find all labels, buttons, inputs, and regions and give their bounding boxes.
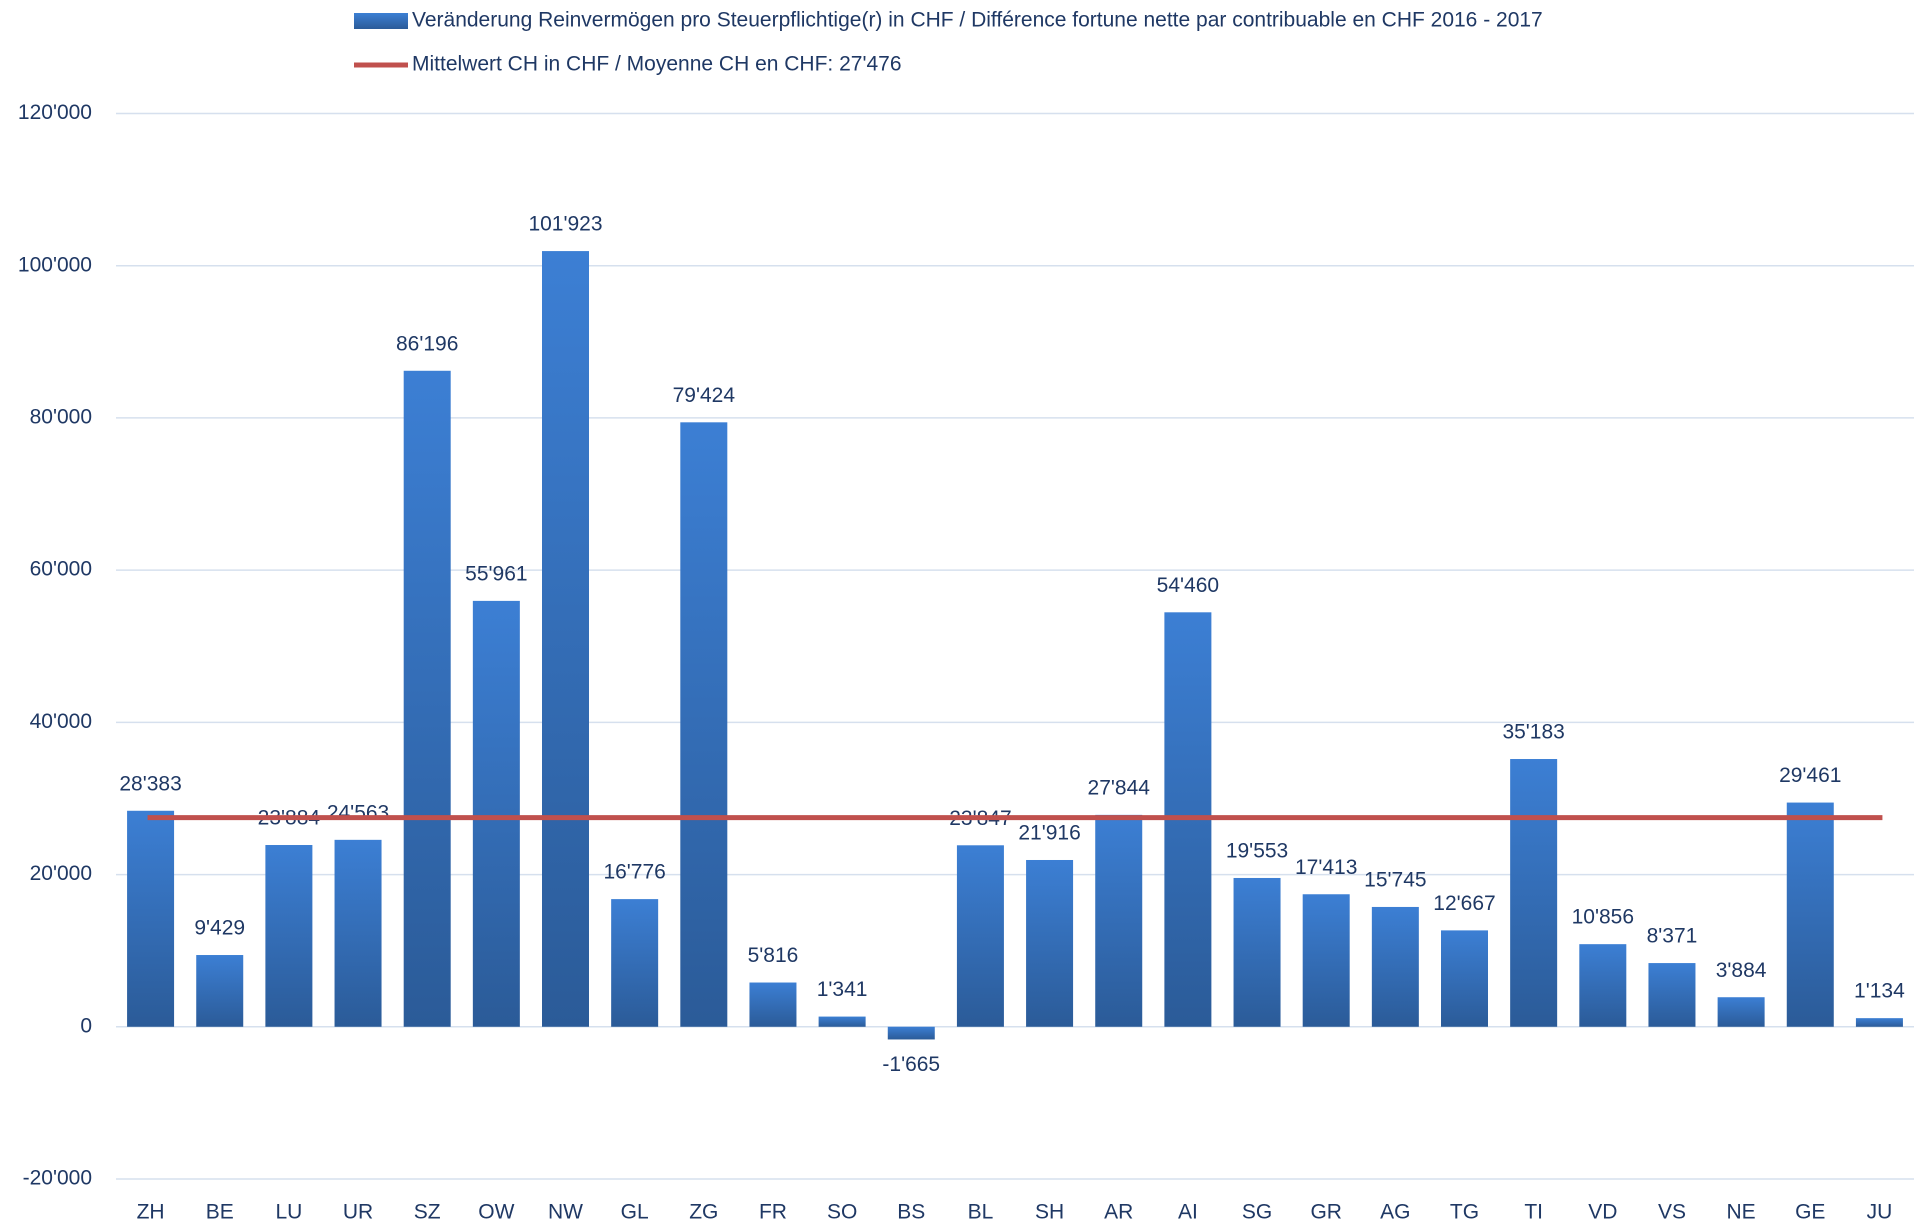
x-tick-label: BS [897, 1201, 925, 1224]
x-tick-label: TG [1450, 1201, 1479, 1224]
data-label: 17'413 [1295, 856, 1357, 879]
bar [1095, 814, 1143, 1027]
data-label: 35'183 [1502, 721, 1564, 744]
y-tick-label: 120'000 [18, 101, 92, 124]
x-tick-label: GE [1795, 1201, 1825, 1224]
x-tick-label: BL [968, 1201, 994, 1224]
data-label: 3'884 [1716, 959, 1767, 982]
legend: Veränderung Reinvermögen pro Steuerpflic… [354, 9, 1543, 76]
bar [1441, 930, 1488, 1027]
data-label: 9'429 [194, 917, 245, 940]
x-tick-label: UR [343, 1201, 373, 1224]
y-tick-label: 80'000 [30, 405, 92, 428]
x-tick-label: VS [1658, 1201, 1686, 1224]
bar [1302, 894, 1350, 1027]
data-label: 16'776 [603, 861, 665, 884]
data-label: 28'383 [119, 772, 181, 795]
x-tick-label: JU [1867, 1201, 1893, 1224]
bar [1786, 802, 1834, 1027]
data-label: 15'745 [1364, 869, 1426, 892]
bar [1371, 906, 1419, 1027]
bar [1717, 997, 1765, 1027]
legend-label: Veränderung Reinvermögen pro Steuerpflic… [412, 9, 1543, 32]
bar [1579, 944, 1627, 1027]
x-tick-label: LU [275, 1201, 302, 1224]
data-label: -1'665 [882, 1053, 940, 1076]
data-label: 10'856 [1572, 906, 1634, 929]
data-label: 1'341 [817, 978, 868, 1001]
x-tick-label: AG [1380, 1201, 1410, 1224]
x-tick-label: GL [621, 1201, 649, 1224]
data-label: 55'961 [465, 562, 527, 585]
bar [334, 839, 382, 1027]
legend-swatch [354, 13, 408, 29]
bar [887, 1026, 935, 1040]
x-tick-label: NE [1727, 1201, 1756, 1224]
data-label: 1'134 [1854, 980, 1905, 1003]
bar [1026, 859, 1074, 1027]
y-tick-label: 0 [80, 1014, 92, 1037]
x-tick-label: OW [478, 1201, 514, 1224]
bar [818, 1016, 866, 1027]
x-tick-label: AR [1104, 1201, 1133, 1224]
bar [1855, 1018, 1903, 1027]
legend-label: Mittelwert CH in CHF / Moyenne CH en CHF… [412, 53, 902, 76]
x-tick-label: SG [1242, 1201, 1272, 1224]
data-label: 19'553 [1226, 840, 1288, 863]
data-label: 86'196 [396, 332, 458, 355]
bar [1510, 759, 1558, 1027]
data-label: 12'667 [1433, 892, 1495, 915]
data-label: 21'916 [1018, 822, 1080, 845]
bar [1233, 877, 1281, 1027]
y-tick-label: 20'000 [30, 862, 92, 885]
x-tick-label: GR [1310, 1201, 1342, 1224]
bar [403, 370, 451, 1027]
x-tick-label: ZH [137, 1201, 165, 1224]
x-tick-label: VD [1588, 1201, 1617, 1224]
bar [1648, 963, 1696, 1027]
x-tick-label: BE [206, 1201, 234, 1224]
y-tick-label: 60'000 [30, 558, 92, 581]
x-tick-label: AI [1178, 1201, 1198, 1224]
data-label: 8'371 [1647, 925, 1698, 948]
bar [265, 845, 313, 1027]
bar [196, 955, 244, 1027]
data-label: 29'461 [1779, 764, 1841, 787]
data-label: 27'844 [1088, 776, 1151, 799]
x-tick-label: TI [1524, 1201, 1543, 1224]
x-tick-label: SH [1035, 1201, 1064, 1224]
data-label: 101'923 [528, 213, 602, 236]
x-tick-label: SZ [414, 1201, 441, 1224]
x-tick-label: SO [827, 1201, 857, 1224]
bar [127, 810, 175, 1027]
bar [956, 845, 1004, 1027]
data-label: 79'424 [673, 384, 736, 407]
y-tick-label: -20'000 [23, 1167, 92, 1190]
bar [472, 600, 520, 1027]
x-tick-label: FR [759, 1201, 787, 1224]
data-label: 24'563 [327, 801, 389, 824]
x-tick-label: NW [548, 1201, 583, 1224]
x-tick-label: ZG [689, 1201, 718, 1224]
data-label: 54'460 [1157, 574, 1219, 597]
bar [542, 251, 589, 1027]
y-tick-label: 100'000 [18, 253, 92, 276]
y-tick-label: 40'000 [30, 710, 92, 733]
bar [680, 422, 728, 1027]
bar [611, 899, 659, 1027]
bar [749, 982, 797, 1027]
data-label: 5'816 [748, 944, 799, 967]
